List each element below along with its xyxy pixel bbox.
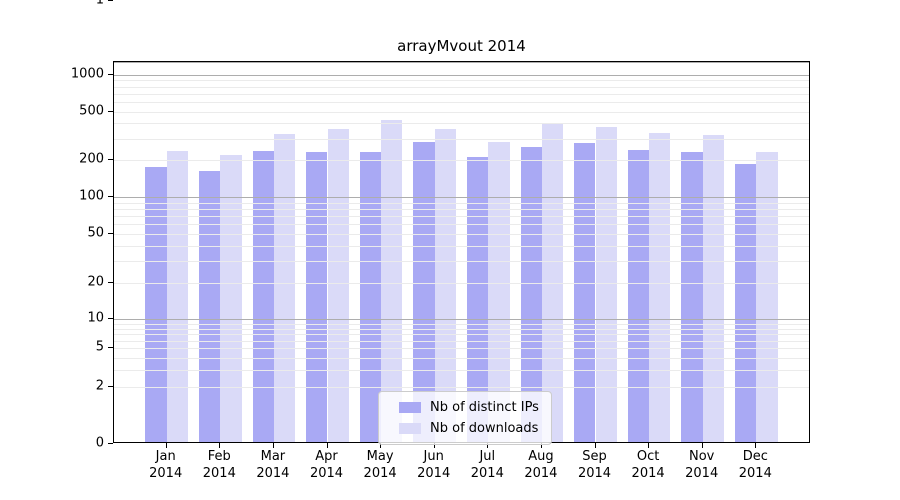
x-axis-tick-label: May 2014 (363, 449, 397, 481)
y-axis-tick-mark (108, 347, 113, 348)
bar-distinct-ips (627, 150, 650, 442)
legend-label: Nb of downloads (430, 421, 539, 436)
x-axis-tick-label: Apr 2014 (309, 449, 344, 481)
y-axis-tick-mark (108, 281, 113, 283)
legend-item: Nb of distinct IPs (389, 397, 539, 418)
x-axis-tick-label: Dec 2014 (738, 449, 772, 481)
bar-distinct-ips (306, 151, 328, 442)
legend-swatch (399, 402, 421, 413)
x-axis-tick-mark (594, 443, 596, 448)
chart-title: arrayMvout 2014 (397, 37, 526, 55)
legend: Nb of distinct IPs Nb of downloads (378, 391, 552, 445)
legend-label: Nb of distinct IPs (430, 400, 539, 415)
y-axis-tick-label: 5 (95, 339, 104, 355)
x-axis-tick-label: Mar 2014 (256, 449, 290, 481)
bar-distinct-ips (574, 143, 596, 442)
bar-downloads (273, 133, 296, 442)
bar-distinct-ips (520, 146, 542, 442)
x-axis-tick-label: Feb 2014 (202, 449, 236, 481)
bar-downloads (434, 128, 457, 442)
y-axis-tick-label: 10 (87, 310, 104, 326)
bar-distinct-ips (252, 151, 274, 442)
bar-downloads (381, 120, 403, 442)
y-axis-tick-label: 50 (87, 225, 104, 241)
bar-distinct-ips (681, 151, 703, 442)
x-axis-tick-mark (433, 443, 435, 448)
y-axis-tick-label: 0 (95, 435, 104, 451)
y-axis-tick-mark (108, 386, 113, 387)
y-axis-tick-label: 1000 (70, 66, 104, 82)
bar-distinct-ips (734, 164, 757, 442)
y-axis-tick-mark (108, 232, 113, 234)
y-axis-tick-mark (108, 159, 113, 161)
x-axis-tick-mark (380, 443, 382, 448)
x-axis-tick-mark (701, 443, 703, 448)
x-axis-tick-mark (326, 443, 328, 448)
x-axis-tick-mark (540, 443, 542, 448)
bar-distinct-ips (413, 142, 435, 442)
legend-item: Nb of downloads (389, 418, 539, 439)
bar-downloads (649, 132, 671, 442)
y-axis-tick-label: 100 (79, 188, 104, 204)
bar-downloads (756, 151, 778, 442)
y-axis-tick-label: 2 (95, 378, 104, 394)
x-axis-tick-mark (755, 443, 757, 448)
x-axis-tick-label: Jan 2014 (149, 449, 183, 481)
y-axis-tick-mark (108, 196, 113, 197)
x-axis-tick-label: Nov 2014 (685, 449, 719, 481)
y-axis-tick-mark (108, 0, 113, 1)
x-axis-tick-label: Jun 2014 (417, 449, 451, 481)
bar-downloads (220, 155, 242, 442)
x-axis-tick-label: Sep 2014 (577, 449, 612, 481)
y-axis-tick-label: 1 (95, 0, 104, 8)
bar-downloads (327, 129, 349, 442)
x-axis-tick-label: Jul 2014 (470, 449, 504, 481)
x-axis-tick-mark (487, 443, 489, 448)
legend-swatch (399, 423, 421, 434)
y-axis-tick-mark (108, 318, 113, 320)
x-axis-tick-mark (648, 443, 650, 448)
bar-downloads (702, 134, 725, 442)
y-axis-tick-label: 200 (79, 151, 104, 167)
x-axis-tick-label: Aug 2014 (524, 449, 558, 481)
x-axis-tick-mark (219, 443, 221, 448)
y-axis-tick-label: 500 (79, 103, 104, 118)
bar-distinct-ips (145, 166, 167, 442)
plot-area: Nb of distinct IPs Nb of downloads (113, 61, 810, 445)
bar-distinct-ips (198, 170, 221, 442)
y-axis-tick-mark (108, 443, 113, 444)
y-axis-tick-label: 20 (87, 274, 104, 289)
x-axis-tick-label: Oct 2014 (631, 449, 665, 481)
y-axis-tick-mark (108, 73, 113, 75)
x-axis-tick-mark (165, 443, 167, 448)
bar-downloads (595, 126, 617, 442)
x-axis-tick-mark (272, 443, 274, 448)
y-axis-tick-mark (108, 110, 113, 112)
bars-layer (114, 62, 809, 442)
bar-downloads (166, 150, 189, 442)
